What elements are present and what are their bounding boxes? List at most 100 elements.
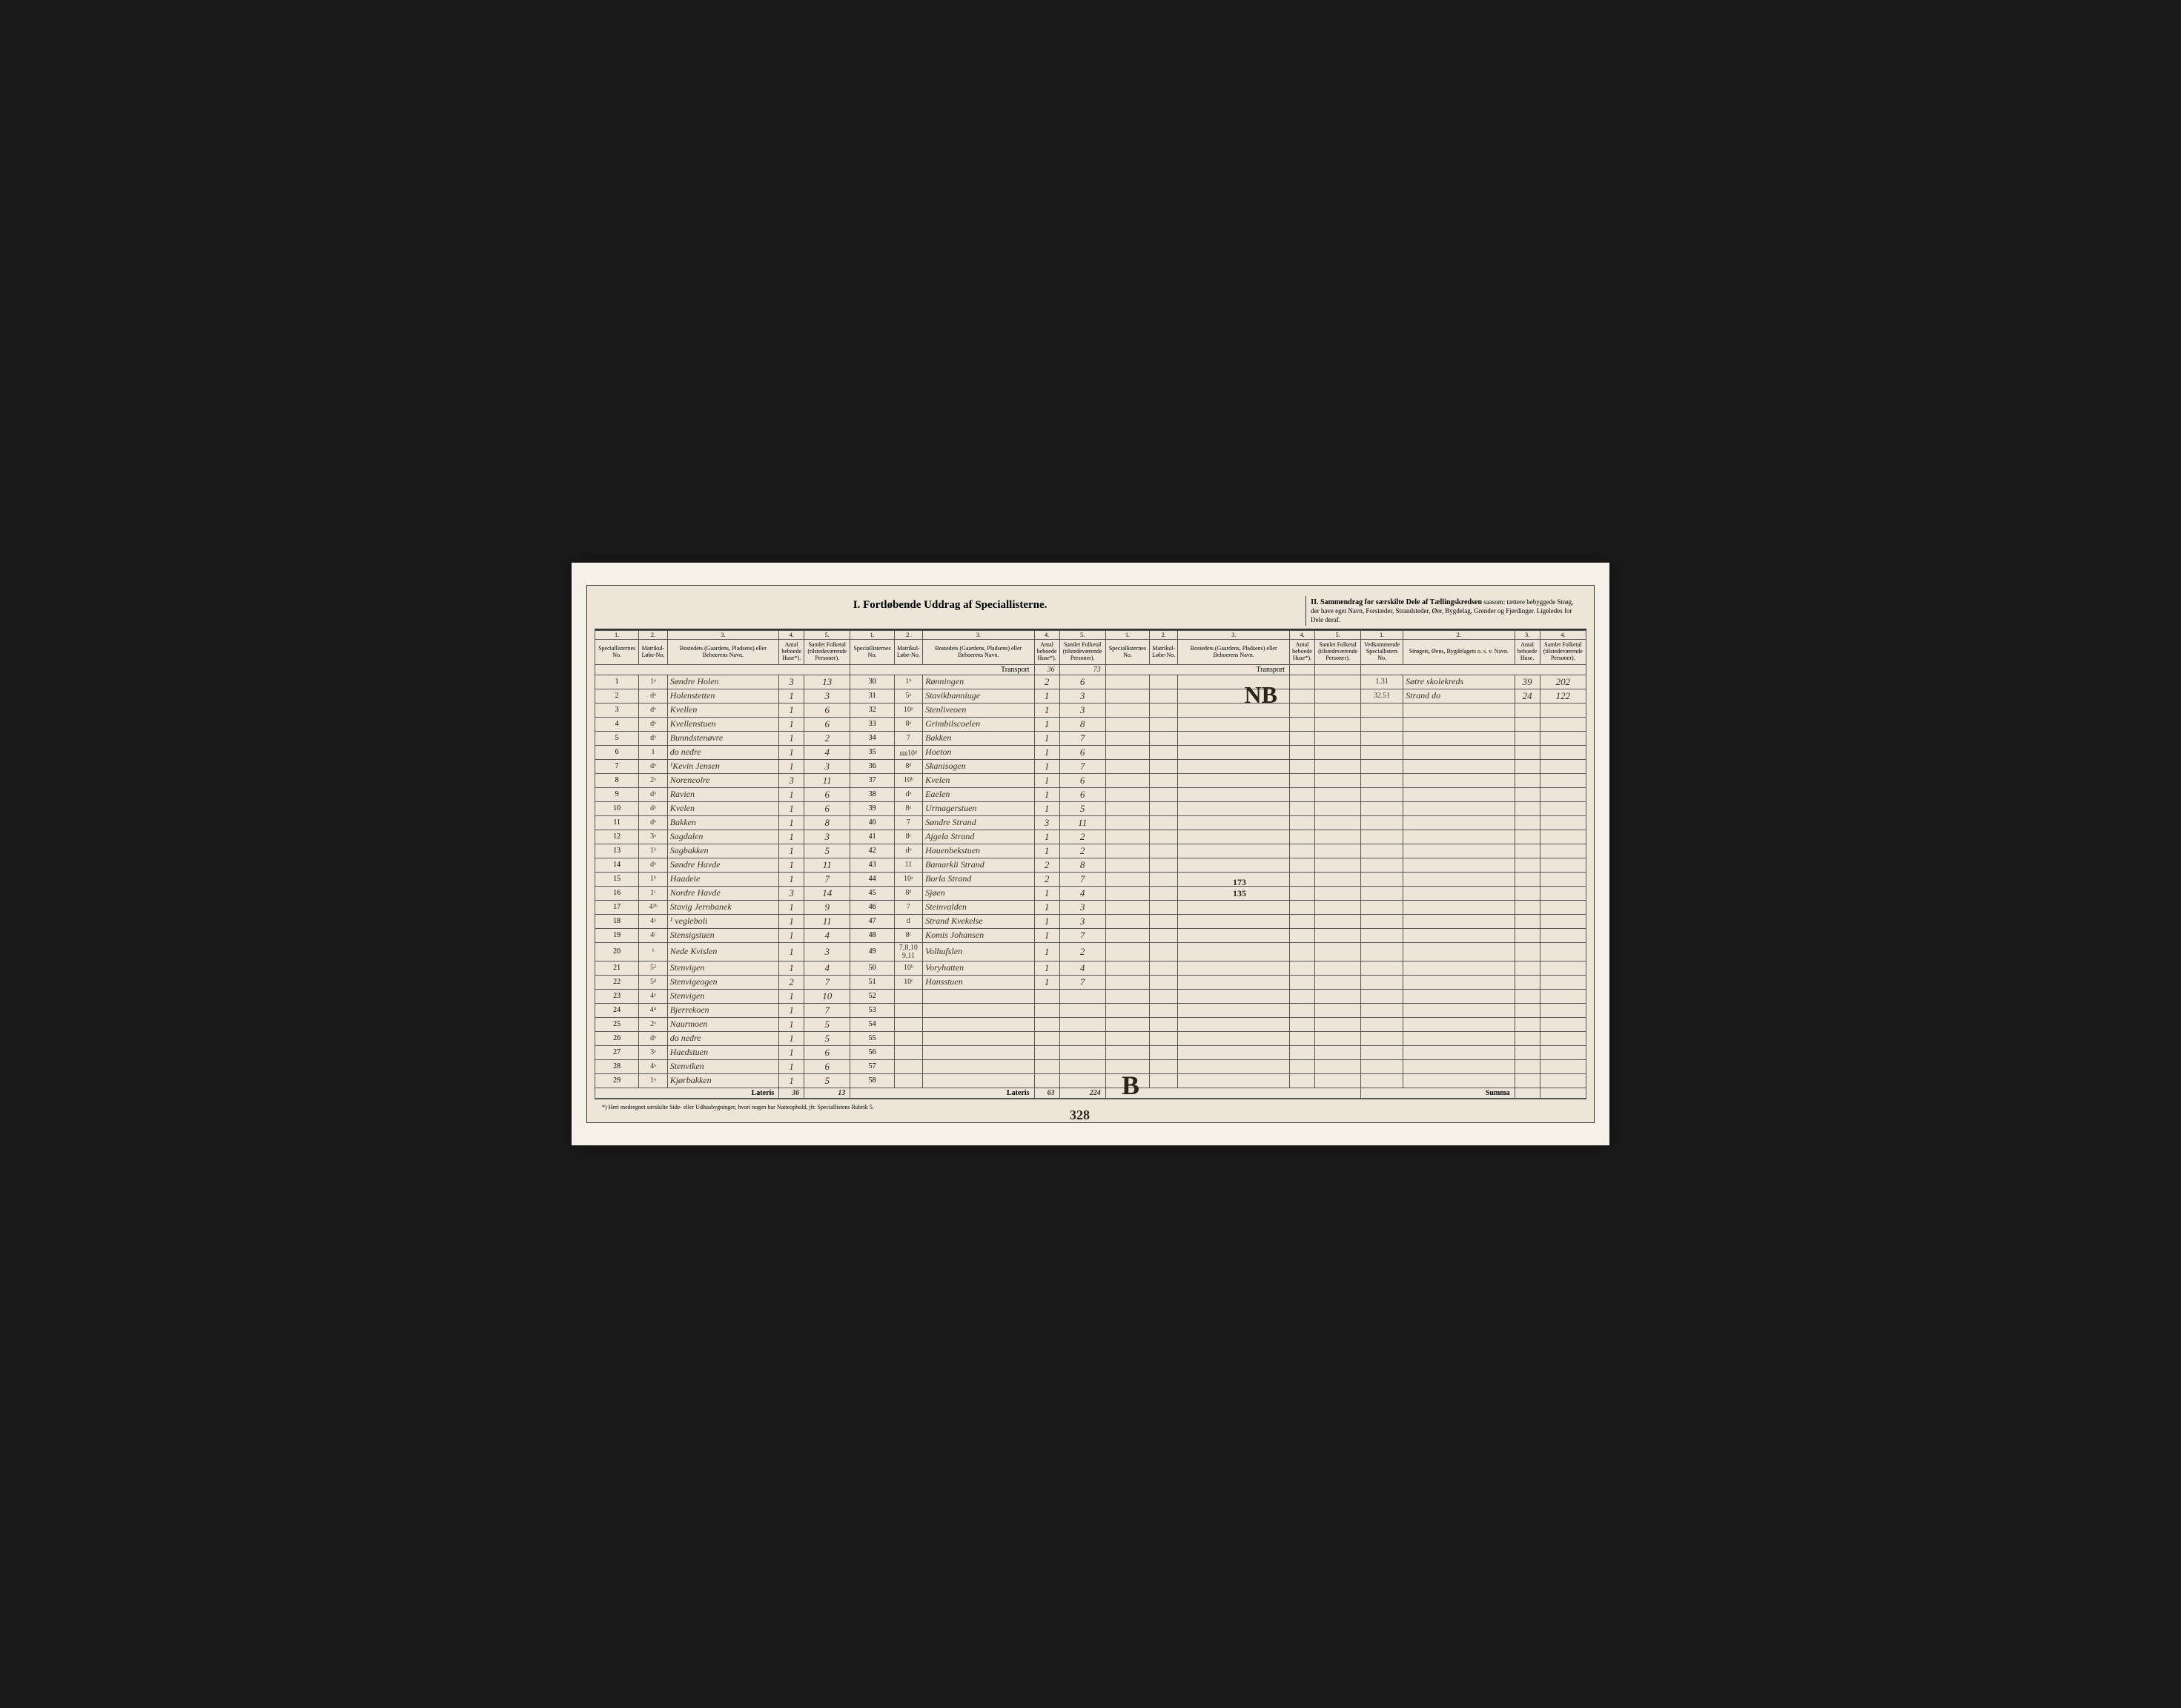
- table-row: 244⁴Bjerrekoen1753: [595, 1003, 1586, 1017]
- row-num-1: 9: [595, 787, 639, 801]
- huse-2: [1034, 989, 1059, 1003]
- pers-1: 8: [804, 815, 850, 830]
- bosted-1: Sagdalen: [667, 830, 778, 844]
- matrik-2: d: [894, 914, 922, 928]
- pers-2: 8: [1059, 717, 1105, 731]
- transport-row: Transport3673Transport: [595, 664, 1586, 675]
- huse-1: 1: [779, 989, 804, 1003]
- title-bar: I. Fortløbende Uddrag af Speciallisterne…: [595, 593, 1586, 630]
- pers-2: [1059, 1073, 1105, 1088]
- huse-2: 1: [1034, 703, 1059, 717]
- ledger-form: I. Fortløbende Uddrag af Speciallisterne…: [586, 585, 1595, 1123]
- pers-2: 4: [1059, 886, 1105, 900]
- huse-1: 1: [779, 928, 804, 942]
- summary-huse: 39: [1515, 675, 1540, 689]
- table-row: 273ᵃHaedstuen1656: [595, 1045, 1586, 1059]
- ledger-table: 1. 2. 3. 4. 5. 1. 2. 3. 4. 5. 1. 2. 3. 4…: [595, 630, 1586, 1098]
- bosted-2: Stavikbanniuge: [923, 689, 1034, 703]
- lateris-huse-2: 63: [1034, 1088, 1059, 1098]
- bosted-1: Stensigstuen: [667, 928, 778, 942]
- pers-1: 7: [804, 975, 850, 989]
- mark-nb-annotation: NB: [1245, 681, 1277, 709]
- pers-1: 3: [804, 830, 850, 844]
- matrik-1: dᵒ: [639, 703, 667, 717]
- hdr-pers: Samlet Folketal (tilstedeværende Persone…: [1314, 640, 1360, 664]
- pers-1: 6: [804, 717, 850, 731]
- matrik-2: 10ᶜ: [894, 975, 922, 989]
- huse-2: [1034, 1073, 1059, 1088]
- matrik-2: 10ᵃ: [894, 703, 922, 717]
- lateris-label-1: Lateris: [595, 1088, 779, 1098]
- bosted-2: Bakken: [923, 731, 1034, 745]
- row-num-2: 39: [850, 801, 894, 815]
- huse-1: 1: [779, 801, 804, 815]
- bosted-2: Hansstuen: [923, 975, 1034, 989]
- pers-2: 7: [1059, 759, 1105, 773]
- row-num-1: 8: [595, 773, 639, 787]
- lateris-pers-1: 13: [804, 1088, 850, 1098]
- row-num-1: 1: [595, 675, 639, 689]
- table-row: 26dᵒdo nedre1555: [595, 1031, 1586, 1045]
- matrik-2: 11: [894, 858, 922, 872]
- matrik-1: 4ᶜ: [639, 928, 667, 942]
- summary-strog: Strand do: [1403, 689, 1515, 703]
- table-row: 2dᵒHolenstetten13315ᵃStavikbanniuge1332.…: [595, 689, 1586, 703]
- matrik-2: 8ᵈ: [894, 759, 922, 773]
- huse-2: 1: [1034, 942, 1059, 961]
- pers-2: [1059, 989, 1105, 1003]
- table-row: 10dᵒKvelen16398ᵃUrmagerstuen15: [595, 801, 1586, 815]
- matrik-1: dᵒ: [639, 759, 667, 773]
- mid-note-annotation: 173 135: [1233, 877, 1246, 899]
- pers-1: 3: [804, 942, 850, 961]
- huse-2: 1: [1034, 914, 1059, 928]
- matrik-1: dᵒ: [639, 1031, 667, 1045]
- pers-1: 2: [804, 731, 850, 745]
- huse-1: 1: [779, 689, 804, 703]
- row-num-2: 47: [850, 914, 894, 928]
- matrik-1: dᵃ: [639, 858, 667, 872]
- table-row: 7dᵒ¹Kevin Jensen13368ᵈSkanisogen17: [595, 759, 1586, 773]
- matrik-2: 5ᵃ: [894, 689, 922, 703]
- bosted-1: Bjerrekoen: [667, 1003, 778, 1017]
- pers-1: 6: [804, 787, 850, 801]
- mark-b-annotation: B: [1122, 1070, 1139, 1101]
- table-row: 61do nedre1435⅏10ᵈHoeton16: [595, 745, 1586, 759]
- huse-2: 1: [1034, 731, 1059, 745]
- bosted-2: [923, 1017, 1034, 1031]
- table-row: 20¹Nede Kvislen13497,8,10 9,11Volhufslen…: [595, 942, 1586, 961]
- matrik-2: ⅏10ᵈ: [894, 745, 922, 759]
- pers-1: 7: [804, 872, 850, 886]
- row-num-2: 30: [850, 675, 894, 689]
- matrik-2: 8ᶜ: [894, 830, 922, 844]
- pers-1: 5: [804, 1073, 850, 1088]
- pers-1: 4: [804, 745, 850, 759]
- hdr-bosted: Bostedets (Gaardens, Pladsens) eller Beb…: [923, 640, 1034, 664]
- row-num-1: 3: [595, 703, 639, 717]
- bosted-1: Stenvigen: [667, 961, 778, 975]
- row-num-2: 32: [850, 703, 894, 717]
- bosted-2: Skanisogen: [923, 759, 1034, 773]
- row-num-2: 56: [850, 1045, 894, 1059]
- pers-2: 6: [1059, 787, 1105, 801]
- table-row: 234ᵃStenvigen11052: [595, 989, 1586, 1003]
- pers-2: 2: [1059, 830, 1105, 844]
- row-num-1: 20: [595, 942, 639, 961]
- row-num-1: 29: [595, 1073, 639, 1088]
- bosted-1: Nordre Havde: [667, 886, 778, 900]
- table-row: 194ᶜStensigstuen14488ᶜKomis Johansen17: [595, 928, 1586, 942]
- row-num-2: 57: [850, 1059, 894, 1073]
- bosted-2: Grimbilscoelen: [923, 717, 1034, 731]
- huse-1: 1: [779, 731, 804, 745]
- hdr-spec: Speciallisternes No.: [595, 640, 639, 664]
- huse-2: 2: [1034, 858, 1059, 872]
- matrik-2: 8ᵈ: [894, 886, 922, 900]
- matrik-2: [894, 989, 922, 1003]
- bosted-2: Søndre Strand: [923, 815, 1034, 830]
- row-num-2: 45: [850, 886, 894, 900]
- row-num-1: 2: [595, 689, 639, 703]
- row-num-2: 55: [850, 1031, 894, 1045]
- matrik-2: [894, 1045, 922, 1059]
- bosted-1: Sagbakken: [667, 844, 778, 858]
- matrik-1: 1ᵃ: [639, 675, 667, 689]
- bosted-1: ¹Kevin Jensen: [667, 759, 778, 773]
